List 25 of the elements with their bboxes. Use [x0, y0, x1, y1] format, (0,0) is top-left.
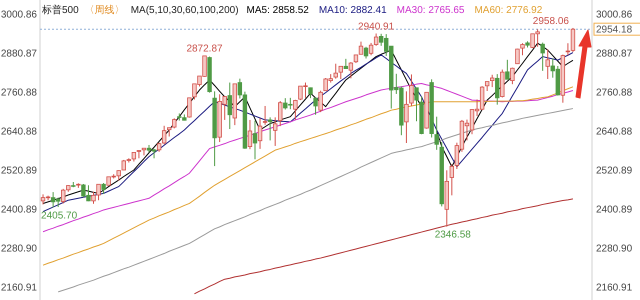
- y2-tick-label: 2160.91: [596, 282, 633, 294]
- y-tick-label: 2640.88: [0, 126, 38, 138]
- y-tick-label: 2160.91: [0, 282, 38, 294]
- y2-tick-label: 2880.87: [596, 48, 633, 60]
- annotation: 2346.58: [434, 230, 471, 241]
- y2-tick-label: 2640.88: [596, 126, 633, 138]
- y-tick-label: 2520.89: [0, 166, 38, 177]
- y2-tick-label: 2520.89: [596, 166, 633, 177]
- annotation: 2940.91: [358, 22, 394, 32]
- y-tick-label: 2760.88: [0, 88, 38, 99]
- annotation: 2405.70: [41, 210, 78, 222]
- y2-tick-label: 2280.90: [596, 244, 633, 255]
- y-tick-label: 2880.87: [0, 48, 38, 60]
- ref-line-label: 2954.18: [596, 24, 633, 36]
- y2-tick-label: 2400.89: [596, 204, 633, 216]
- y-tick-label: 2280.90: [0, 244, 38, 255]
- y-tick-label: 2400.89: [0, 204, 38, 216]
- y2-tick-label: 2760.88: [596, 88, 633, 99]
- y2-tick-label: 3000.86: [596, 10, 633, 21]
- annotation: 2958.06: [532, 16, 569, 27]
- legend-title: MA(5,10,30,60,100,200): [130, 5, 239, 16]
- title: 标普500: [42, 5, 79, 16]
- subtitle: 〈周线〉: [84, 5, 125, 16]
- annotation: 2872.87: [186, 44, 223, 55]
- y-tick-label: 3000.86: [0, 10, 38, 21]
